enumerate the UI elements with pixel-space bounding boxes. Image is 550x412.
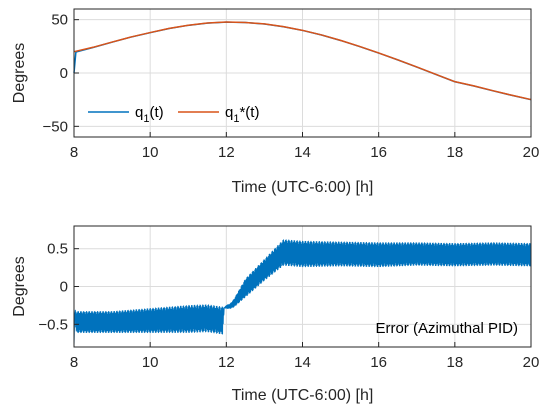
x-tick-label: 10: [142, 144, 159, 161]
x-tick-label: 8: [70, 354, 78, 371]
bottom-y-axis-label: Degrees: [11, 256, 28, 316]
y-tick-label: −0.5: [38, 316, 68, 333]
top-ticks: 8 10 12 14 16 18 20 50 0 −50: [43, 12, 540, 161]
y-tick-label: −50: [43, 118, 68, 135]
legend-q1-main: q: [135, 104, 143, 121]
x-tick-label: 8: [70, 144, 78, 161]
legend-entry-q1star-label: q1*(t): [225, 104, 259, 125]
x-tick-label: 16: [370, 144, 387, 161]
legend-entry-q1-label: q1(t): [135, 104, 164, 125]
series-line-1-2: [73, 21, 532, 101]
x-tick-label: 16: [370, 354, 387, 371]
top-y-axis-label: Degrees: [11, 43, 28, 103]
x-tick-label: 20: [523, 144, 540, 161]
bottom-subplot: 8 10 12 14 16 18 20 0.5 0 −0.5 Time (UTC-6:00) [h…: [11, 225, 539, 404]
x-tick-label: 14: [294, 144, 311, 161]
x-tick-label: 14: [294, 354, 311, 371]
y-tick-label: 50: [51, 12, 68, 29]
legend-q1star-sub: 1: [233, 113, 239, 125]
series-line-2-1: [73, 239, 532, 346]
bottom-ticks: 8 10 12 14 16 18 20 0.5 0 −0.5: [38, 241, 539, 371]
y-tick-label: 0: [60, 279, 68, 296]
top-grid: [73, 9, 532, 137]
x-tick-label: 18: [446, 354, 463, 371]
top-series-lines: [73, 21, 532, 101]
x-tick-label: 12: [218, 144, 235, 161]
bottom-x-axis-label: Time (UTC-6:00) [h]: [232, 387, 374, 404]
y-tick-label: 0.5: [47, 241, 68, 258]
top-legend: q1(t) q1*(t): [88, 104, 259, 125]
y-tick-label: 0: [60, 65, 68, 82]
x-tick-label: 20: [523, 354, 540, 371]
error-annotation: Error (Azimuthal PID): [375, 320, 518, 337]
legend-q1star-suffix: *(t): [239, 104, 259, 121]
x-tick-label: 10: [142, 354, 159, 371]
legend-q1star-main: q: [225, 104, 233, 121]
x-tick-label: 18: [446, 144, 463, 161]
bottom-series-lines: [73, 239, 532, 346]
x-tick-label: 12: [218, 354, 235, 371]
legend-q1-sub: 1: [143, 113, 149, 125]
top-x-axis-label: Time (UTC-6:00) [h]: [232, 179, 374, 196]
legend-q1-suffix: (t): [149, 104, 163, 121]
